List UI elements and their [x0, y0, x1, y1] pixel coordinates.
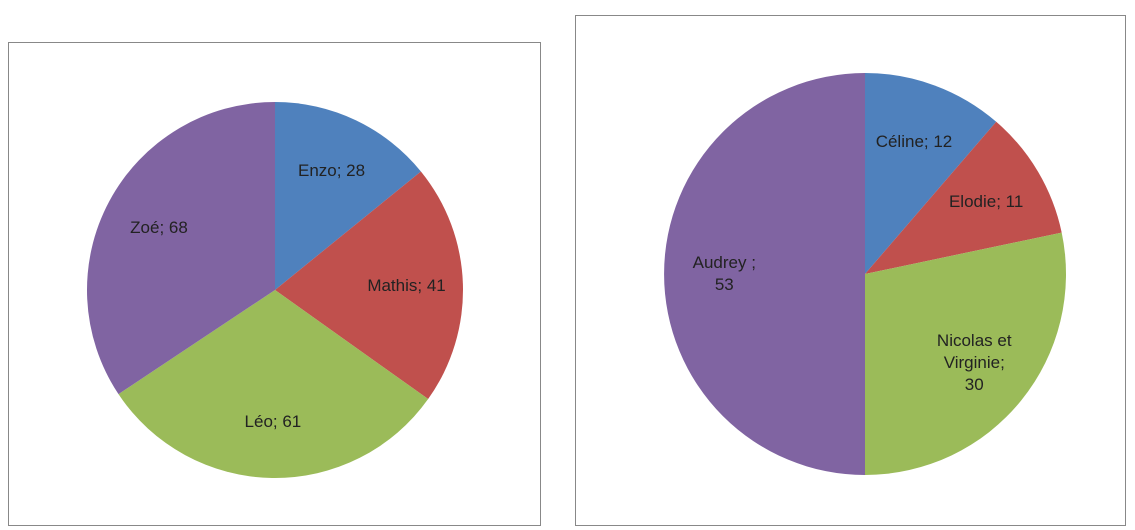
- data-label: Nicolas et Virginie; 30: [936, 330, 1012, 394]
- data-label-box: Audrey ; 53: [692, 253, 756, 294]
- data-label-box: Mathis; 41: [367, 275, 446, 295]
- data-label: Céline; 12: [875, 132, 953, 152]
- pie-slice: [275, 102, 421, 290]
- pie-slice: [118, 290, 429, 478]
- data-label: Zoé; 68: [130, 217, 188, 237]
- data-label: Léo; 61: [244, 411, 302, 431]
- data-label: Enzo; 28: [297, 161, 366, 181]
- pie-slice: [664, 73, 865, 475]
- data-label-box: Nicolas et Virginie; 30: [936, 330, 1012, 394]
- data-label-box: Céline; 12: [875, 132, 953, 152]
- data-label-box: Elodie; 11: [948, 192, 1024, 212]
- data-label-box: Léo; 61: [244, 411, 302, 431]
- pie-slice: [275, 171, 464, 400]
- data-label-box: Enzo; 28: [297, 161, 366, 181]
- pie-slice: [865, 121, 1062, 275]
- data-label-box: Zoé; 68: [130, 217, 188, 237]
- data-label: Mathis; 41: [367, 275, 446, 295]
- data-label: Elodie; 11: [948, 192, 1024, 212]
- data-label: Audrey ; 53: [692, 253, 756, 294]
- pie-slice: [865, 232, 1066, 475]
- pie-slice: [865, 73, 997, 274]
- pie-slice: [87, 102, 275, 395]
